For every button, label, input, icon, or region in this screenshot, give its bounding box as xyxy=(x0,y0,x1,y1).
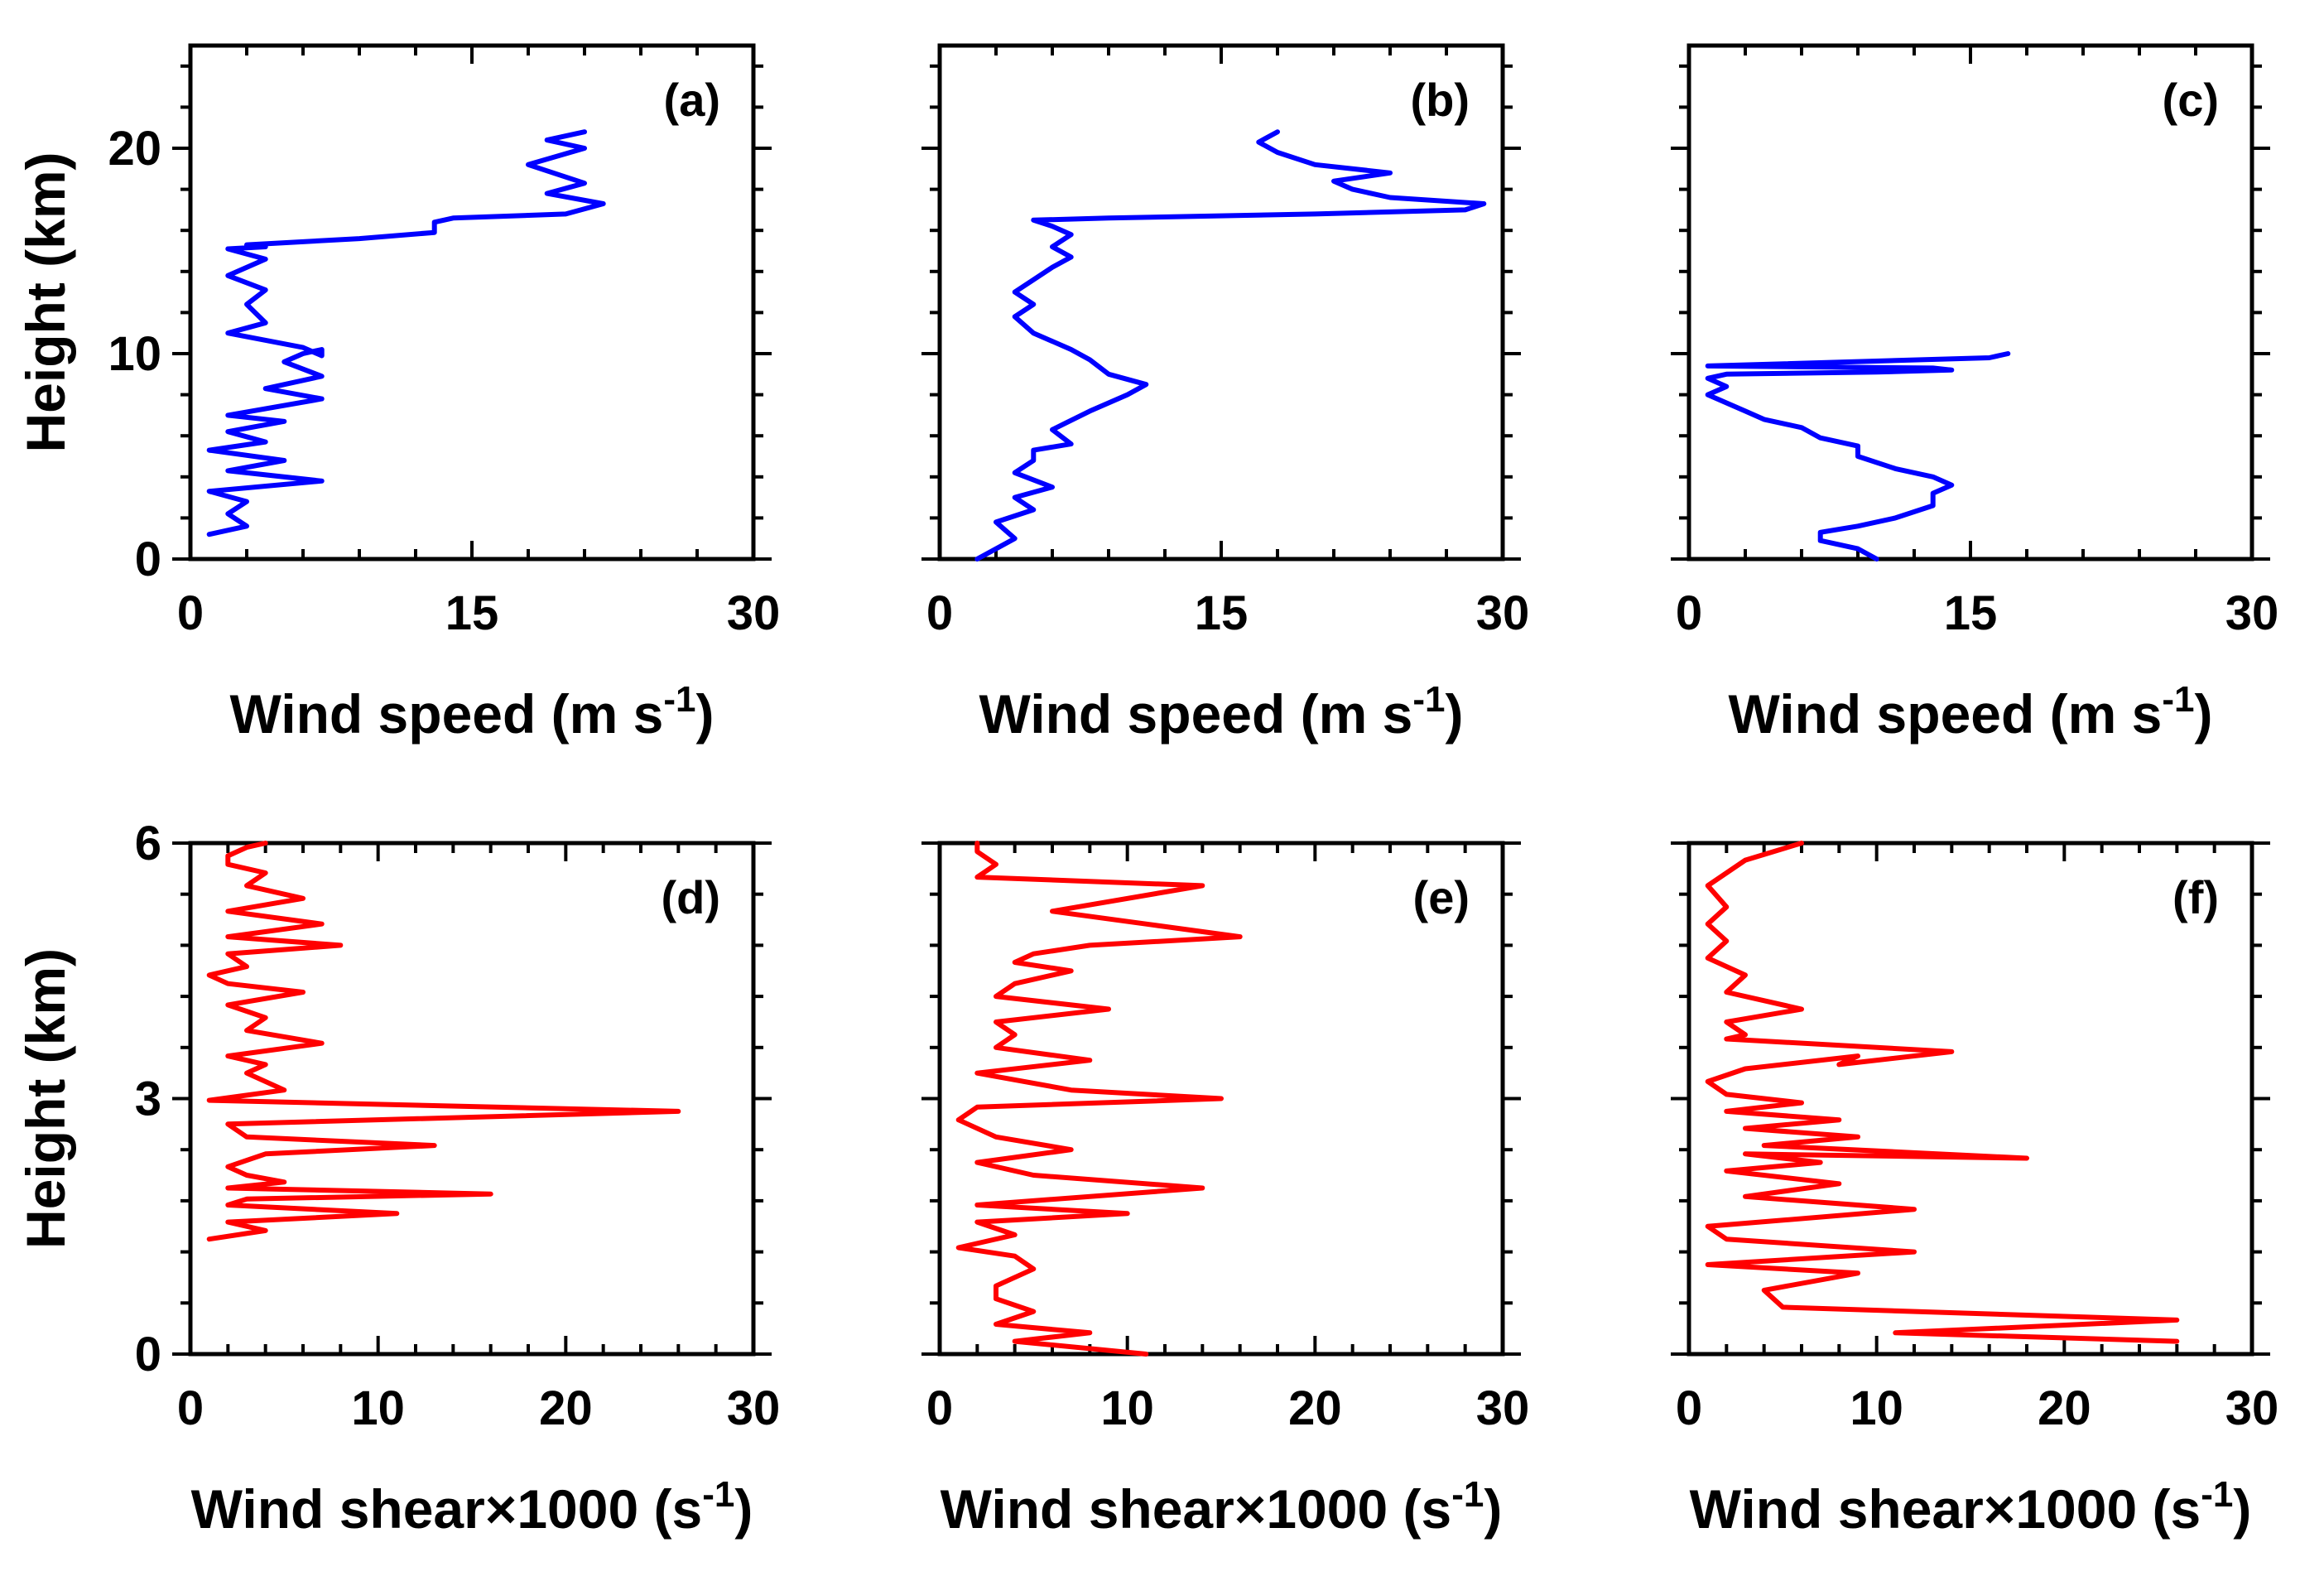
x-axis-title: Wind shear×1000 (s-1) xyxy=(941,1474,1503,1540)
panel-label: (f) xyxy=(2172,871,2219,923)
x-tick-label: 10 xyxy=(1850,1381,1903,1435)
panel-f: 0 10 20 30 Wind shear×1000 (s-1) (f) xyxy=(1671,841,2279,1540)
x-axis-title-tail: ) xyxy=(2194,683,2212,745)
x-tick-label: 30 xyxy=(727,586,781,640)
y-tick-label: 6 xyxy=(135,817,161,870)
x-tick-label: 10 xyxy=(1100,1381,1154,1435)
panel-label: (e) xyxy=(1413,871,1470,923)
x-axis-title-superscript: -1 xyxy=(1412,679,1445,720)
x-tick-label: 0 xyxy=(177,586,204,640)
x-axis-title: Wind speed (m s-1) xyxy=(230,679,715,745)
x-tick-label: 30 xyxy=(2225,586,2279,640)
x-tick-label: 0 xyxy=(1676,586,1702,640)
x-axis-title-tail: ) xyxy=(695,683,714,745)
x-axis-title-tail: ) xyxy=(1445,683,1463,745)
y-tick-label: 3 xyxy=(135,1072,161,1126)
x-tick-label: 15 xyxy=(445,586,499,640)
panel-d: 0 10 20 30 0 3 6 Height (km) Wind shear×1000 (s-… xyxy=(15,817,780,1540)
panel-label: (c) xyxy=(2163,74,2219,126)
x-axis-title-tail: ) xyxy=(2233,1478,2251,1540)
x-tick-label: 0 xyxy=(177,1381,204,1435)
panel-label: (a) xyxy=(664,74,720,126)
panel-e: 0 10 20 30 Wind shear×1000 (s-1) (e) xyxy=(921,841,1530,1540)
x-axis-title: Wind shear×1000 (s-1) xyxy=(1690,1474,2252,1540)
x-tick-label: 0 xyxy=(926,1381,953,1435)
wind-speed-profile xyxy=(1705,351,2011,562)
x-axis-title: Wind speed (m s-1) xyxy=(1729,679,2213,745)
x-tick-label: 30 xyxy=(1476,586,1530,640)
x-axis-title-main: Wind speed (m s xyxy=(230,683,664,745)
x-axis-title-tail: ) xyxy=(1484,1478,1502,1540)
y-tick-label: 0 xyxy=(135,1328,161,1381)
x-tick-label: 15 xyxy=(1195,586,1249,640)
x-tick-label: 10 xyxy=(351,1381,405,1435)
x-axis-title: Wind speed (m s-1) xyxy=(979,679,1464,745)
panel-a: 0 15 30 0 10 20 Height (km) Wind speed (m s-1) (… xyxy=(15,43,781,745)
x-tick-label: 0 xyxy=(926,586,953,640)
x-tick-label: 20 xyxy=(2038,1381,2091,1435)
x-axis-title-superscript: -1 xyxy=(2201,1474,2233,1515)
x-tick-label: 30 xyxy=(727,1381,781,1435)
panel-label: (d) xyxy=(661,871,720,923)
x-tick-label: 30 xyxy=(1476,1381,1530,1435)
x-axis-title-superscript: -1 xyxy=(663,679,695,720)
wind-speed-profile xyxy=(974,129,1487,562)
x-tick-label: 15 xyxy=(1944,586,1998,640)
wind-speed-profile xyxy=(206,129,606,537)
y-axis-title: Height (km) xyxy=(15,152,76,453)
x-axis-title-tail: ) xyxy=(734,1478,753,1540)
y-tick-label: 0 xyxy=(135,533,161,586)
x-axis-title-main: Wind speed (m s xyxy=(1729,683,2163,745)
x-tick-label: 20 xyxy=(1288,1381,1342,1435)
x-tick-label: 20 xyxy=(539,1381,593,1435)
x-tick-label: 0 xyxy=(1676,1381,1702,1435)
x-axis-title-main: Wind speed (m s xyxy=(979,683,1413,745)
x-axis-title-main: Wind shear×1000 (s xyxy=(1690,1478,2201,1540)
y-tick-label: 10 xyxy=(108,327,161,381)
wind-shear-profile xyxy=(955,841,1243,1357)
x-axis-title: Wind shear×1000 (s-1) xyxy=(191,1474,753,1540)
x-axis-title-main: Wind shear×1000 (s xyxy=(191,1478,703,1540)
x-axis-title-superscript: -1 xyxy=(2162,679,2194,720)
wind-shear-profile xyxy=(206,841,681,1242)
x-tick-label: 30 xyxy=(2225,1381,2279,1435)
y-axis-title: Height (km) xyxy=(15,948,76,1249)
x-axis-title-superscript: -1 xyxy=(1451,1474,1484,1515)
x-axis-title-main: Wind shear×1000 (s xyxy=(941,1478,1452,1540)
x-axis-title-superscript: -1 xyxy=(702,1474,734,1515)
panel-label: (b) xyxy=(1410,74,1470,126)
y-tick-label: 20 xyxy=(108,122,161,176)
wind-shear-profile xyxy=(1705,841,2180,1344)
